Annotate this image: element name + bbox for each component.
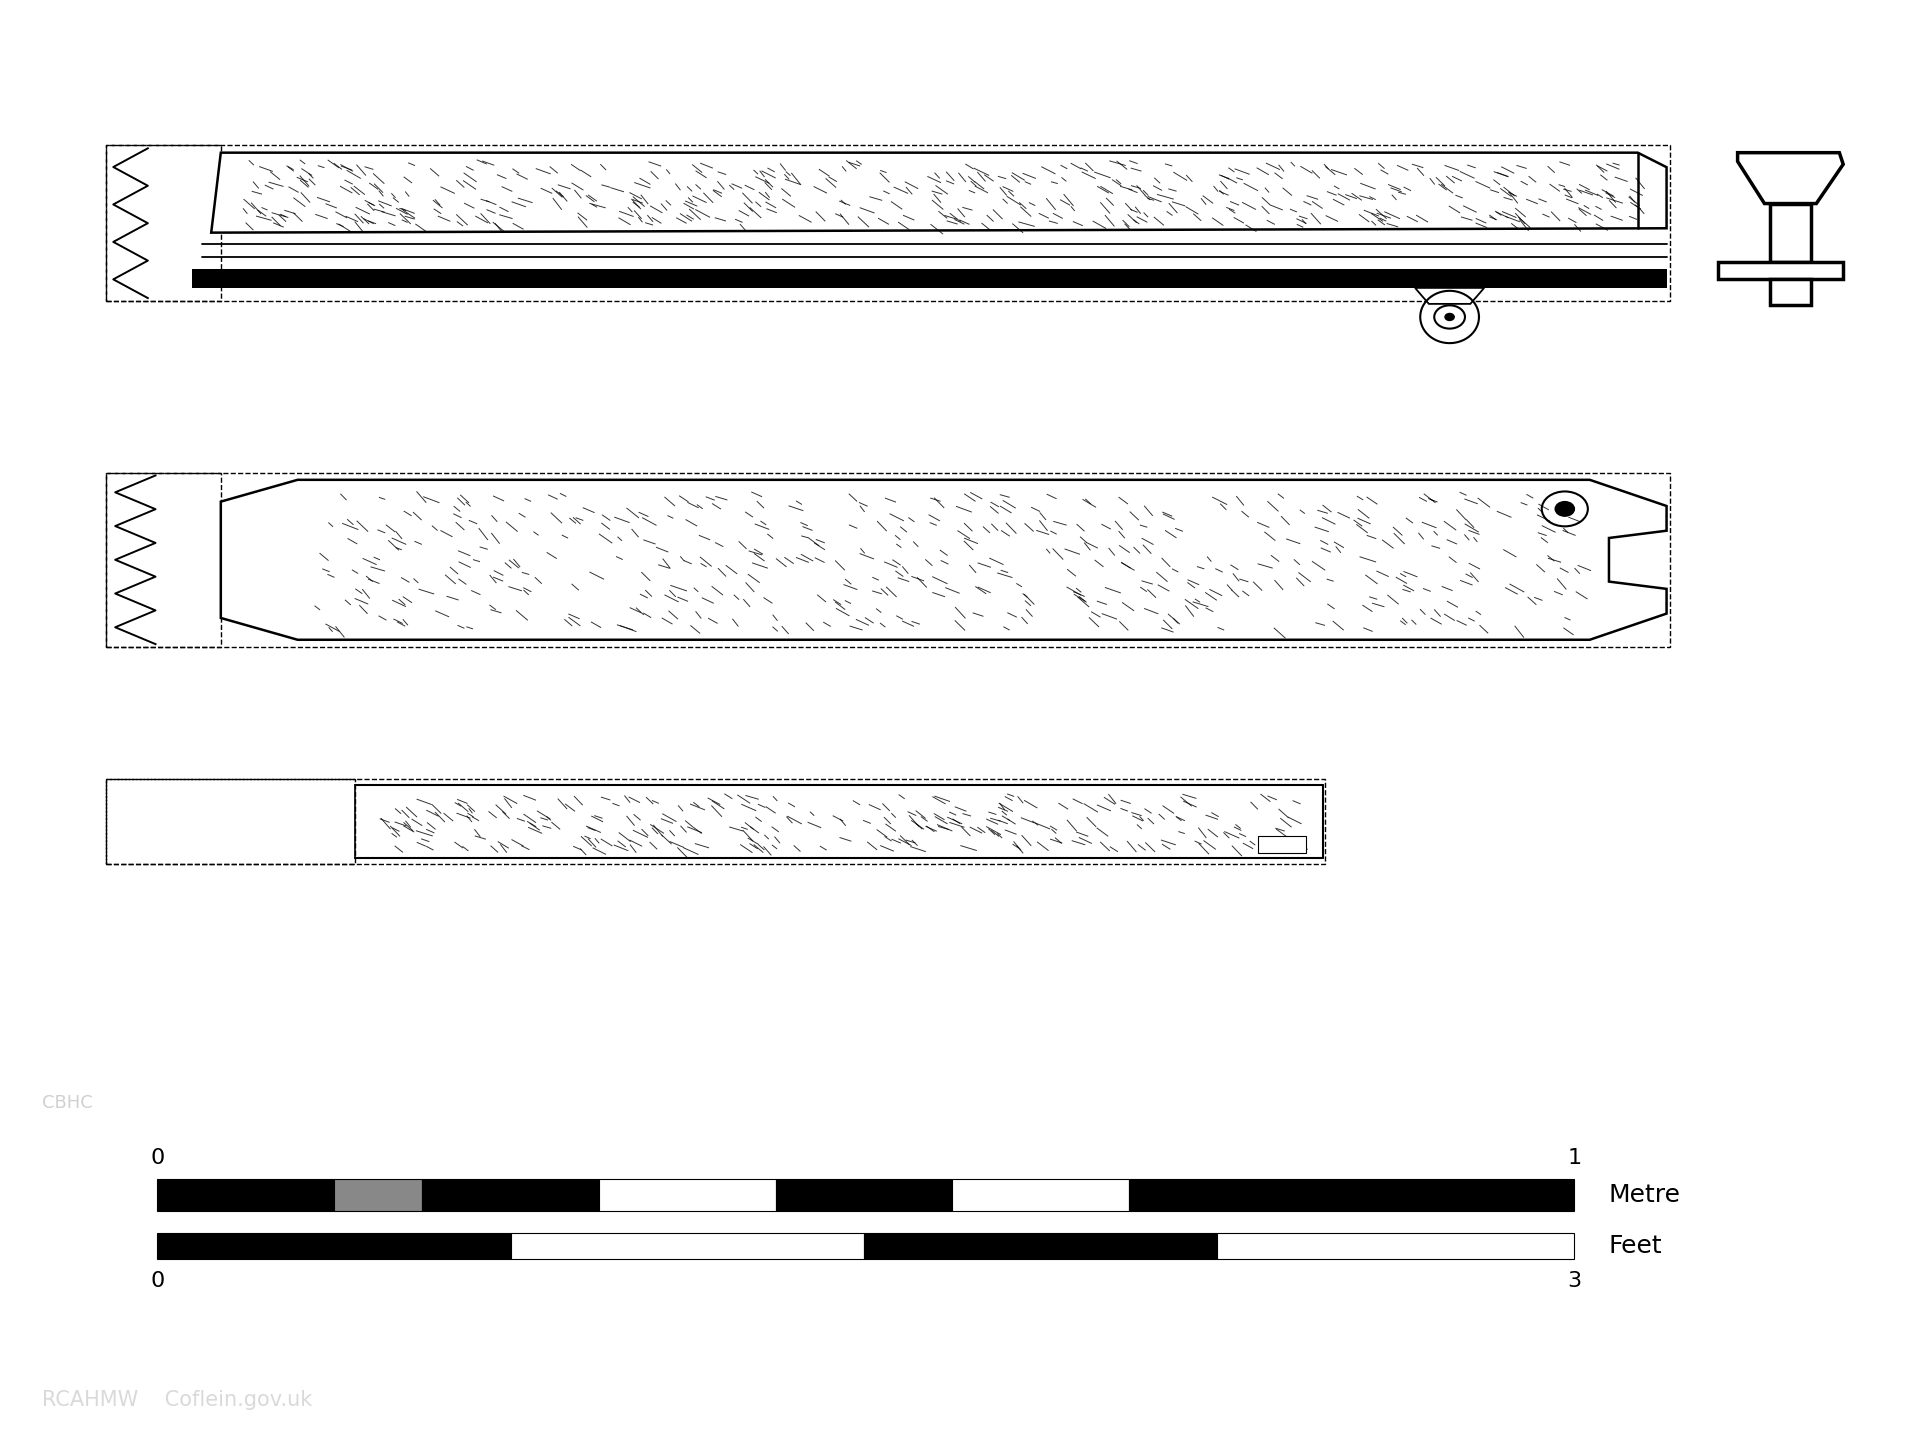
Bar (511, 1233, 864, 1259)
Polygon shape (1258, 836, 1306, 853)
Bar (1306, 1179, 1574, 1211)
Bar (952, 1179, 1129, 1211)
Bar (599, 1179, 776, 1211)
Text: 0: 0 (150, 1271, 165, 1291)
Polygon shape (1718, 262, 1843, 279)
Text: CBHC: CBHC (42, 1095, 92, 1112)
Polygon shape (221, 480, 1667, 640)
Bar (1217, 1233, 1574, 1259)
Text: Feet: Feet (1609, 1234, 1663, 1258)
Bar (864, 1233, 1217, 1259)
Polygon shape (1770, 204, 1811, 262)
Bar (422, 1179, 599, 1211)
Bar (334, 1179, 422, 1211)
Text: 1: 1 (1567, 1147, 1582, 1168)
Circle shape (1555, 502, 1574, 516)
Polygon shape (1415, 288, 1484, 304)
Polygon shape (192, 269, 1667, 288)
Bar (157, 1179, 334, 1211)
Polygon shape (1770, 279, 1811, 305)
Text: 0: 0 (150, 1147, 165, 1168)
Polygon shape (1738, 153, 1843, 204)
Bar (1129, 1179, 1306, 1211)
Text: RCAHMW    Coflein.gov.uk: RCAHMW Coflein.gov.uk (42, 1390, 313, 1410)
Text: Metre: Metre (1609, 1184, 1682, 1207)
Text: 3: 3 (1567, 1271, 1582, 1291)
Bar (776, 1179, 952, 1211)
Polygon shape (211, 153, 1667, 233)
Bar (157, 1233, 511, 1259)
Circle shape (1446, 314, 1453, 320)
